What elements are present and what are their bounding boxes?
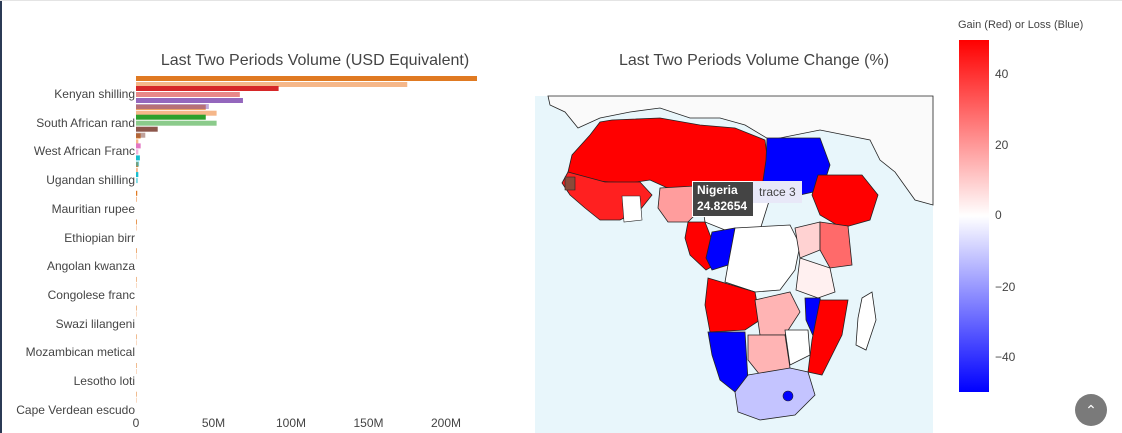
bar-kenyan-shilling-period-2[interactable] [136,82,408,87]
bar-chart[interactable] [0,0,540,433]
bar-ethiopian-birr-period-2[interactable] [136,225,137,231]
chevron-up-icon: ⌃ [1085,401,1097,418]
category-label: Kenyan shilling [54,87,135,101]
tooltip-trace: trace 3 [753,181,802,203]
bar-ethiopian-birr-period-1[interactable] [136,219,137,225]
bar-west-african-franc-detail[interactable] [136,155,140,161]
bar-south-african-rand-detail[interactable] [136,114,206,120]
country-drc[interactable] [724,224,801,293]
colorbar-tick-label: 40 [995,67,1009,81]
bar-mozambican-metical-period-2[interactable] [136,340,137,346]
category-label: Ethiopian birr [64,230,135,245]
bar-angolan-kwanza-period-1[interactable] [136,248,137,254]
category-label: South African rand [36,115,135,130]
bar-kenyan-shilling-detail[interactable] [136,92,240,97]
land-europe-middle-east[interactable] [547,95,934,206]
bar-south-african-rand-detail[interactable] [136,132,146,138]
x-tick-label: 200M [430,416,462,430]
bar-south-african-rand-period-2[interactable] [136,110,217,116]
category-label: West African Franc [33,144,135,159]
bar-west-african-franc-detail[interactable] [136,143,141,149]
category-label: Swazi lilangeni [55,316,135,331]
bar-lesotho-loti-period-1[interactable] [136,363,137,368]
bar-cape-verdean-escudo-period-1[interactable] [136,391,137,397]
bar-west-african-franc-detail[interactable] [136,161,140,167]
category-label: Mozambican metical [25,345,135,360]
page-frame-edge [0,0,2,433]
tooltip-country: Nigeria [697,183,738,197]
bar-mauritian-rupee-period-2[interactable] [136,196,137,202]
bar-west-african-franc-period-2[interactable] [136,139,139,145]
bar-kenyan-shilling-period-1[interactable] [136,76,477,81]
country-madagascar[interactable] [855,291,877,351]
category-label: Lesotho loti [73,374,135,388]
bar-kenyan-shilling-detail[interactable] [136,98,243,103]
x-tick-label: 50M [201,416,226,430]
country-kenya[interactable] [819,221,853,269]
bar-congolese-franc-period-1[interactable] [136,276,137,282]
country-zambia[interactable] [754,291,801,336]
x-tick-label: 0 [132,416,140,430]
country-zimbabwe[interactable] [784,329,811,366]
country-south-africa[interactable] [734,367,816,421]
bar-angolan-kwanza-period-2[interactable] [136,254,137,260]
colorbar-title: Gain (Red) or Loss (Blue) [958,19,1084,31]
bar-mozambican-metical-period-1[interactable] [136,334,137,340]
bar-ugandan-shilling-detail[interactable] [136,178,138,184]
category-label: Mauritian rupee [51,201,135,216]
bar-south-african-rand-detail[interactable] [136,120,217,126]
bar-kenyan-shilling-detail[interactable] [136,86,279,91]
bar-kenyan-shilling-detail[interactable] [136,104,209,109]
bar-mauritian-rupee-period-1[interactable] [136,190,138,196]
bar-congolese-franc-period-2[interactable] [136,282,137,288]
colorbar-tick-label: −20 [995,280,1016,294]
map-chart-title: Last Two Periods Volume Change (%) [618,52,890,69]
country-mozambique[interactable] [807,299,849,376]
bar-swazi-lilangeni-period-2[interactable] [136,311,137,317]
bar-cape-verdean-escudo-period-2[interactable] [136,397,137,403]
country-angola[interactable] [704,277,761,333]
bar-lesotho-loti-period-2[interactable] [136,369,137,374]
x-tick-label: 100M [275,416,307,430]
country-ghana[interactable] [621,195,643,223]
country-senegal[interactable] [564,176,576,191]
category-label: Congolese franc [47,287,135,302]
colorbar-tick-label: 20 [995,138,1009,152]
country-ethiopia[interactable] [811,174,879,229]
colorbar-tick-label: −40 [995,350,1016,364]
country-tanzania[interactable] [795,257,836,299]
scroll-top-button[interactable]: ⌃ [1075,394,1107,426]
bar-ugandan-shilling-detail[interactable] [136,172,139,178]
x-tick-label: 150M [353,416,384,430]
category-label: Angolan kwanza [46,259,135,274]
hover-tooltip [692,181,754,217]
country-lesotho[interactable] [782,390,794,402]
top-divider [0,0,1122,1]
tooltip-value: 24.82654 [697,199,748,213]
bar-west-african-franc-detail[interactable] [136,149,139,155]
category-label: Ugandan shilling [46,173,135,188]
bar-ugandan-shilling-period-2[interactable] [136,168,138,174]
bar-swazi-lilangeni-period-1[interactable] [136,305,137,311]
bar-south-african-rand-detail[interactable] [136,126,158,132]
colorbar-tick-label: 0 [995,208,1002,222]
category-label: Cape Verdean escudo [16,402,135,417]
bar-chart-title: Last Two Periods Volume (USD Equivalent) [160,52,470,69]
